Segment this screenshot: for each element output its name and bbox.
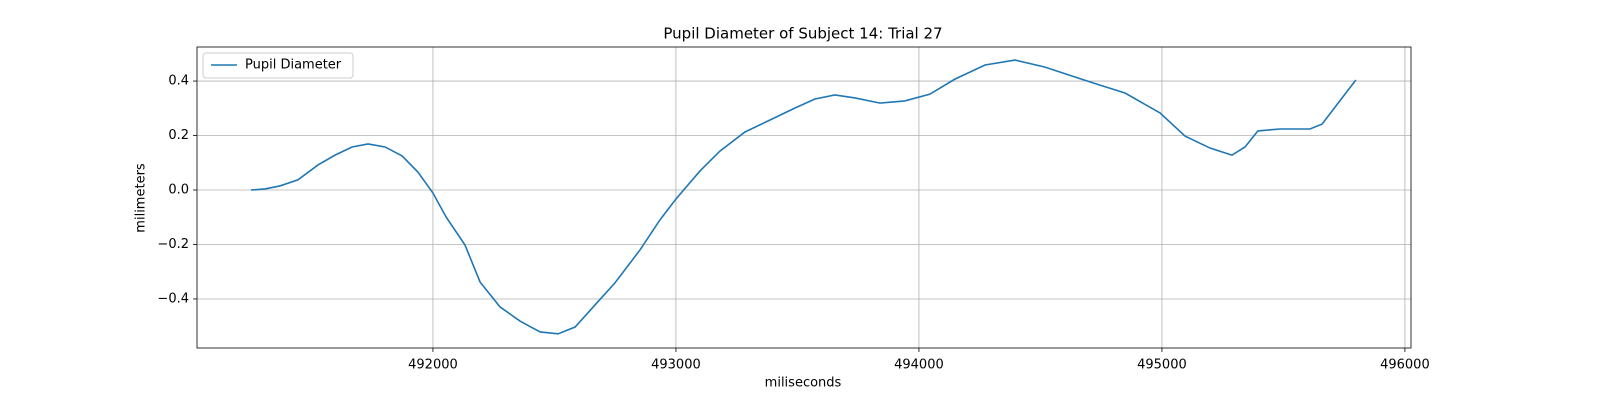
legend-box — [202, 52, 354, 79]
x-axis-label: miliseconds — [765, 376, 842, 391]
x-tick-label: 493000 — [651, 358, 701, 373]
y-tick-label: −0.4 — [157, 291, 189, 306]
legend-label: Pupil Diameter — [245, 58, 342, 73]
x-tick-label: 495000 — [1137, 358, 1187, 373]
y-tick-label: 0.4 — [168, 74, 189, 89]
x-tick-label: 496000 — [1380, 358, 1430, 373]
plot-frame — [196, 46, 1412, 349]
data-line — [250, 59, 1357, 335]
x-tick-label: 494000 — [894, 358, 944, 373]
y-tick-label: 0.2 — [168, 128, 189, 143]
y-tick-label: 0.0 — [168, 183, 189, 198]
chart-title: Pupil Diameter of Subject 14: Trial 27 — [663, 25, 942, 43]
y-axis-label: milimeters — [134, 163, 149, 233]
x-tick-label: 492000 — [408, 358, 458, 373]
y-tick-label: −0.2 — [157, 237, 189, 252]
